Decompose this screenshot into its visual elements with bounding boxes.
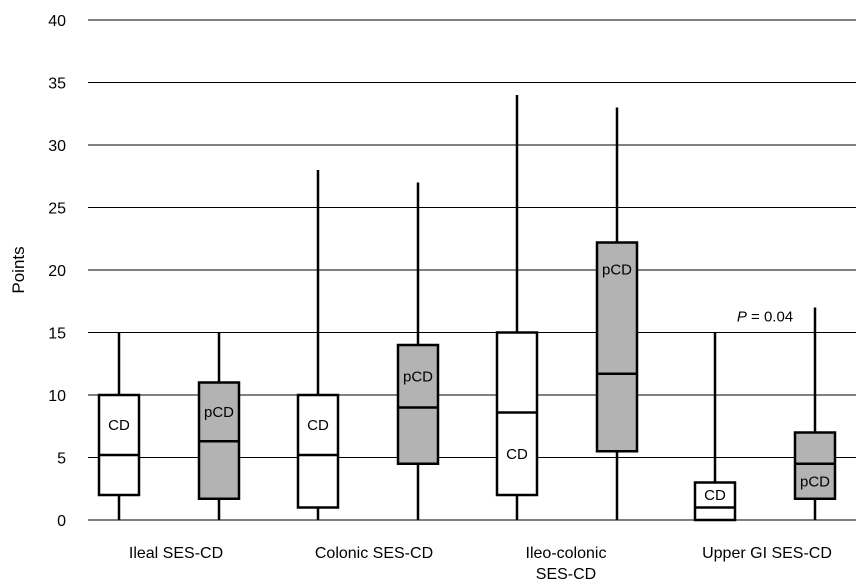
- box-label: pCD: [204, 404, 234, 421]
- box-pcd-0: pCD: [197, 332, 241, 520]
- x-category-label: Ileal SES-CD: [129, 545, 223, 562]
- boxes-layer: CD pCD CD pCD CD pCD CD pCD: [97, 95, 837, 522]
- x-category-label: Colonic SES-CD: [315, 545, 433, 562]
- x-category-label: SES-CD: [536, 566, 596, 583]
- annotations: P = 0.04: [737, 308, 793, 325]
- y-tick-label: 40: [48, 13, 66, 30]
- box-label: pCD: [403, 368, 433, 385]
- box-rect: [296, 393, 340, 509]
- y-tick-label: 20: [48, 263, 66, 280]
- x-category-label: Ileo-colonic: [526, 545, 607, 562]
- box-rect: [396, 343, 440, 465]
- y-tick-label: 5: [57, 451, 66, 468]
- box-label: CD: [307, 417, 329, 434]
- box-pcd-2: pCD: [595, 107, 639, 520]
- box-cd-1: CD: [296, 170, 340, 520]
- y-tick-label: 35: [48, 76, 66, 93]
- y-tick-label: 0: [57, 513, 66, 530]
- box-label: CD: [506, 446, 528, 463]
- box-rect: [693, 481, 737, 522]
- box-label: pCD: [602, 262, 632, 279]
- y-tick-label: 30: [48, 138, 66, 155]
- x-category-label: Upper GI SES-CD: [702, 545, 832, 562]
- box-cd-2: CD: [495, 95, 539, 520]
- x-axis-labels: Ileal SES-CD Colonic SES-CD Ileo-colonic SE…: [129, 545, 832, 583]
- y-tick-label: 25: [48, 201, 66, 218]
- box-pcd-3: pCD: [793, 307, 837, 520]
- box-label: CD: [704, 487, 726, 504]
- box-label: pCD: [800, 473, 830, 490]
- box-cd-3: CD: [693, 332, 737, 522]
- box-cd-0: CD: [97, 332, 141, 520]
- y-tick-label: 15: [48, 326, 66, 343]
- box-pcd-1: pCD: [396, 182, 440, 520]
- y-tick-label: 10: [48, 388, 66, 405]
- box-rect: [793, 431, 837, 500]
- y-axis-ticks: 0 5 10 15 20 25 30 35 40: [48, 13, 66, 530]
- box-rect: [97, 393, 141, 497]
- box-label: CD: [108, 417, 130, 434]
- p-value-annotation: P = 0.04: [737, 308, 793, 325]
- box-rect: [595, 241, 639, 453]
- y-axis-title: Points: [9, 246, 28, 293]
